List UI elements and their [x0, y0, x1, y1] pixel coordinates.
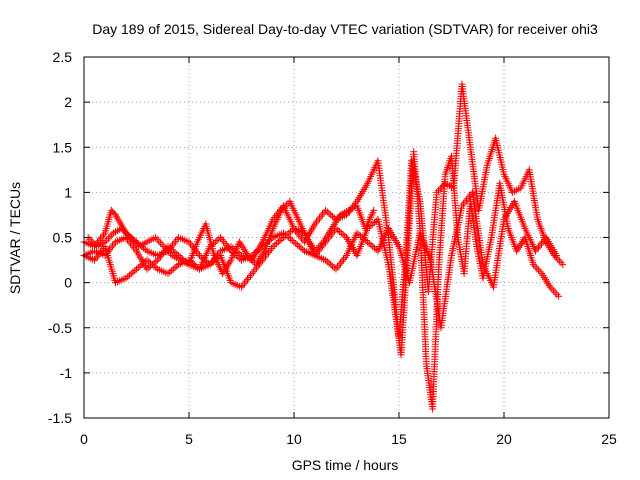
x-tick-label: 25 [601, 431, 617, 447]
x-tick-label: 20 [496, 431, 512, 447]
series-track-d [84, 197, 378, 278]
series-track-c [80, 188, 560, 332]
y-tick-label: -1.5 [48, 410, 72, 426]
y-tick-label: 2 [64, 94, 72, 110]
y-tick-label: 0.5 [53, 230, 73, 246]
x-tick-label: 15 [391, 431, 407, 447]
x-tick-label: 5 [185, 431, 193, 447]
grid-lines [84, 57, 609, 418]
chart-title: Day 189 of 2015, Sidereal Day-to-day VTE… [92, 21, 598, 37]
x-tick-label: 10 [286, 431, 302, 447]
y-axis-label: SDTVAR / TECUs [7, 182, 23, 294]
plus-markers [80, 188, 560, 332]
x-axis-label: GPS time / hours [292, 457, 399, 473]
y-tick-label: 2.5 [53, 49, 73, 65]
y-tick-label: -0.5 [48, 320, 72, 336]
plus-markers [84, 197, 378, 278]
y-tick-label: -1 [60, 365, 73, 381]
x-axis-ticks: 0 5 10 15 20 25 [80, 57, 617, 447]
y-tick-label: 0 [64, 275, 72, 291]
y-axis-ticks: -1.5 -1 -0.5 0 0.5 1 1.5 2 2.5 [48, 49, 609, 426]
y-tick-label: 1.5 [53, 139, 73, 155]
y-tick-label: 1 [64, 184, 72, 200]
data-points [80, 80, 567, 413]
x-tick-label: 0 [80, 431, 88, 447]
